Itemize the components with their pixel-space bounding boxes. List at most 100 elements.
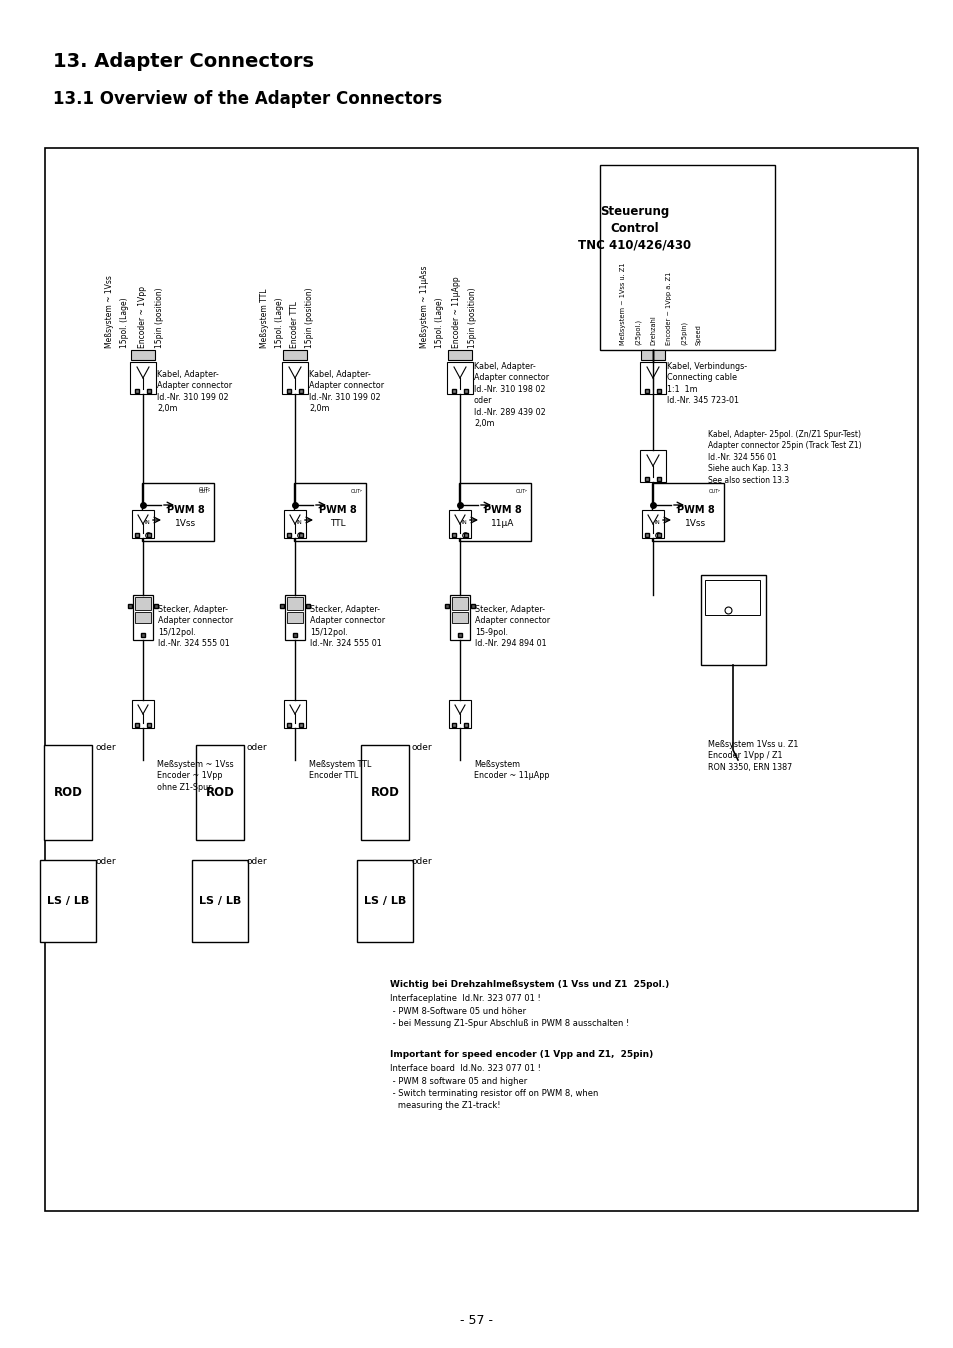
Bar bbox=[287, 612, 303, 623]
Text: IN: IN bbox=[296, 519, 302, 524]
Bar bbox=[356, 860, 413, 942]
Text: IN: IN bbox=[461, 519, 467, 524]
Text: Drehzahl: Drehzahl bbox=[649, 315, 656, 345]
Bar bbox=[40, 860, 96, 942]
Text: oder: oder bbox=[412, 744, 432, 752]
Text: 15pin (position): 15pin (position) bbox=[468, 287, 476, 348]
Bar bbox=[450, 594, 470, 640]
Text: Interface board  Id.No. 323 077 01 !
 - PWM 8 software 05 and higher
 - Switch t: Interface board Id.No. 323 077 01 ! - PW… bbox=[390, 1064, 598, 1111]
Text: Stecker, Adapter-
Adapter connector
15/12pol.
Id.-Nr. 324 555 01: Stecker, Adapter- Adapter connector 15/1… bbox=[158, 605, 233, 648]
Bar bbox=[448, 350, 472, 360]
Text: oder: oder bbox=[412, 857, 432, 867]
Bar bbox=[599, 164, 774, 350]
Text: Encoder TTL: Encoder TTL bbox=[290, 301, 298, 348]
Text: PWM 8: PWM 8 bbox=[167, 506, 205, 515]
Bar bbox=[142, 483, 213, 541]
Bar bbox=[449, 510, 471, 538]
Text: PWM 8: PWM 8 bbox=[319, 506, 356, 515]
Text: ROD: ROD bbox=[370, 786, 399, 798]
Text: oder: oder bbox=[247, 857, 268, 867]
Text: Meßsystem TTL: Meßsystem TTL bbox=[260, 288, 269, 348]
Text: LS / LB: LS / LB bbox=[363, 896, 406, 906]
Text: 15pin (position): 15pin (position) bbox=[154, 287, 164, 348]
Text: Kabel, Verbindungs-
Connecting cable
1:1  1m
Id.-Nr. 345 723-01: Kabel, Verbindungs- Connecting cable 1:1… bbox=[666, 363, 746, 406]
Text: Speed: Speed bbox=[696, 324, 701, 345]
Text: IN: IN bbox=[655, 519, 660, 524]
Text: LS / LB: LS / LB bbox=[47, 896, 89, 906]
Text: OUTᵖ: OUTᵖ bbox=[708, 489, 720, 493]
Bar bbox=[285, 594, 305, 640]
Text: Encoder ~ 1Vpp: Encoder ~ 1Vpp bbox=[138, 286, 147, 348]
Bar bbox=[132, 594, 152, 640]
Text: Encoder ~ 11µApp: Encoder ~ 11µApp bbox=[452, 276, 460, 348]
Text: TTL: TTL bbox=[330, 519, 345, 528]
Bar bbox=[640, 350, 664, 360]
Bar bbox=[45, 148, 917, 1211]
Text: OUTᵖ: OUTᵖ bbox=[351, 489, 363, 493]
Text: Meßsystem ~ 1Vss
Encoder ~ 1Vpp
ohne Z1-Spur: Meßsystem ~ 1Vss Encoder ~ 1Vpp ohne Z1-… bbox=[157, 760, 233, 791]
Text: 1Vss: 1Vss bbox=[175, 519, 196, 528]
Text: (25pin): (25pin) bbox=[680, 321, 687, 345]
Text: Important for speed encoder (1 Vpp and Z1,  25pin): Important for speed encoder (1 Vpp and Z… bbox=[390, 1050, 653, 1060]
Text: Wichtig bei Drehzahlmeßsystem (1 Vss und Z1  25pol.): Wichtig bei Drehzahlmeßsystem (1 Vss und… bbox=[390, 980, 669, 989]
Bar bbox=[639, 450, 665, 483]
Text: ROD: ROD bbox=[53, 786, 82, 798]
Text: - 57 -: - 57 - bbox=[460, 1313, 493, 1326]
Text: Meßsystem ~ 1Vss u. Z1: Meßsystem ~ 1Vss u. Z1 bbox=[619, 263, 625, 345]
Text: 15pol. (Lage): 15pol. (Lage) bbox=[120, 298, 129, 348]
Bar bbox=[132, 510, 153, 538]
Bar bbox=[287, 597, 303, 611]
Text: LS / LB: LS / LB bbox=[198, 896, 241, 906]
Bar bbox=[195, 745, 244, 840]
Text: Stecker, Adapter-
Adapter connector
15-9pol.
Id.-Nr. 294 894 01: Stecker, Adapter- Adapter connector 15-9… bbox=[475, 605, 550, 648]
Text: 11µA: 11µA bbox=[491, 519, 515, 528]
Text: 1Vss: 1Vss bbox=[684, 519, 706, 528]
Text: Meßsystem TTL
Encoder TTL: Meßsystem TTL Encoder TTL bbox=[309, 760, 371, 780]
Text: oder: oder bbox=[95, 857, 115, 867]
Bar bbox=[131, 350, 154, 360]
Text: Meßsystem
Encoder ~ 11µApp: Meßsystem Encoder ~ 11µApp bbox=[474, 760, 549, 780]
Bar bbox=[132, 700, 153, 728]
Text: Kabel, Adapter-
Adapter connector
Id.-Nr. 310 199 02
2,0m: Kabel, Adapter- Adapter connector Id.-Nr… bbox=[157, 369, 232, 414]
Bar bbox=[639, 363, 665, 394]
Text: OUTᵖ: OUTᵖ bbox=[515, 489, 527, 493]
Text: ROD: ROD bbox=[205, 786, 234, 798]
Bar bbox=[452, 597, 468, 611]
Text: Meßsystem ~ 11µAss: Meßsystem ~ 11µAss bbox=[419, 266, 429, 348]
Text: 15pol. (Lage): 15pol. (Lage) bbox=[435, 298, 443, 348]
Bar bbox=[282, 363, 308, 394]
Text: OUTᵖ: OUTᵖ bbox=[198, 489, 211, 493]
Text: Kabel, Adapter- 25pol. (Zn/Z1 Spur-Test)
Adapter connector 25pin (Track Test Z1): Kabel, Adapter- 25pol. (Zn/Z1 Spur-Test)… bbox=[707, 430, 861, 485]
Bar bbox=[452, 612, 468, 623]
Bar bbox=[700, 576, 765, 665]
Text: Encoder ~ 1Vpp a. Z1: Encoder ~ 1Vpp a. Z1 bbox=[665, 272, 671, 345]
Bar bbox=[130, 363, 156, 394]
Bar bbox=[284, 700, 306, 728]
Text: PWM 8: PWM 8 bbox=[677, 506, 714, 515]
Bar bbox=[135, 597, 151, 611]
Bar bbox=[449, 700, 471, 728]
Text: Meßsystem ~ 1Vss: Meßsystem ~ 1Vss bbox=[105, 275, 113, 348]
Text: (25pol.): (25pol.) bbox=[635, 319, 640, 345]
Bar bbox=[294, 483, 366, 541]
Text: oder: oder bbox=[95, 744, 115, 752]
Bar bbox=[458, 483, 531, 541]
Bar bbox=[704, 580, 760, 615]
Text: 13. Adapter Connectors: 13. Adapter Connectors bbox=[53, 53, 314, 71]
Bar bbox=[284, 510, 306, 538]
Text: PWM 8: PWM 8 bbox=[483, 506, 521, 515]
Bar bbox=[447, 363, 473, 394]
Bar bbox=[192, 860, 248, 942]
Text: Kabel, Adapter-
Adapter connector
Id.-Nr. 310 199 02
2,0m: Kabel, Adapter- Adapter connector Id.-Nr… bbox=[309, 369, 384, 414]
Text: oder: oder bbox=[247, 744, 268, 752]
Text: Stecker, Adapter-
Adapter connector
15/12pol.
Id.-Nr. 324 555 01: Stecker, Adapter- Adapter connector 15/1… bbox=[310, 605, 385, 648]
Bar bbox=[44, 745, 91, 840]
Text: 13.1 Overview of the Adapter Connectors: 13.1 Overview of the Adapter Connectors bbox=[53, 90, 441, 108]
Text: Interfaceplatine  Id.Nr. 323 077 01 !
 - PWM 8-Software 05 und höher
 - bei Mess: Interfaceplatine Id.Nr. 323 077 01 ! - P… bbox=[390, 993, 629, 1029]
Bar bbox=[641, 510, 663, 538]
Text: OUTᵖ: OUTᵖ bbox=[198, 487, 211, 492]
Bar bbox=[283, 350, 307, 360]
Text: Meßsystem 1Vss u. Z1
Encoder 1Vpp / Z1
RON 3350, ERN 1387: Meßsystem 1Vss u. Z1 Encoder 1Vpp / Z1 R… bbox=[707, 740, 798, 772]
Text: Kabel, Adapter-
Adapter connector
Id.-Nr. 310 198 02
oder
Id.-Nr. 289 439 02
2,0: Kabel, Adapter- Adapter connector Id.-Nr… bbox=[474, 363, 549, 429]
Text: IN: IN bbox=[145, 519, 151, 524]
